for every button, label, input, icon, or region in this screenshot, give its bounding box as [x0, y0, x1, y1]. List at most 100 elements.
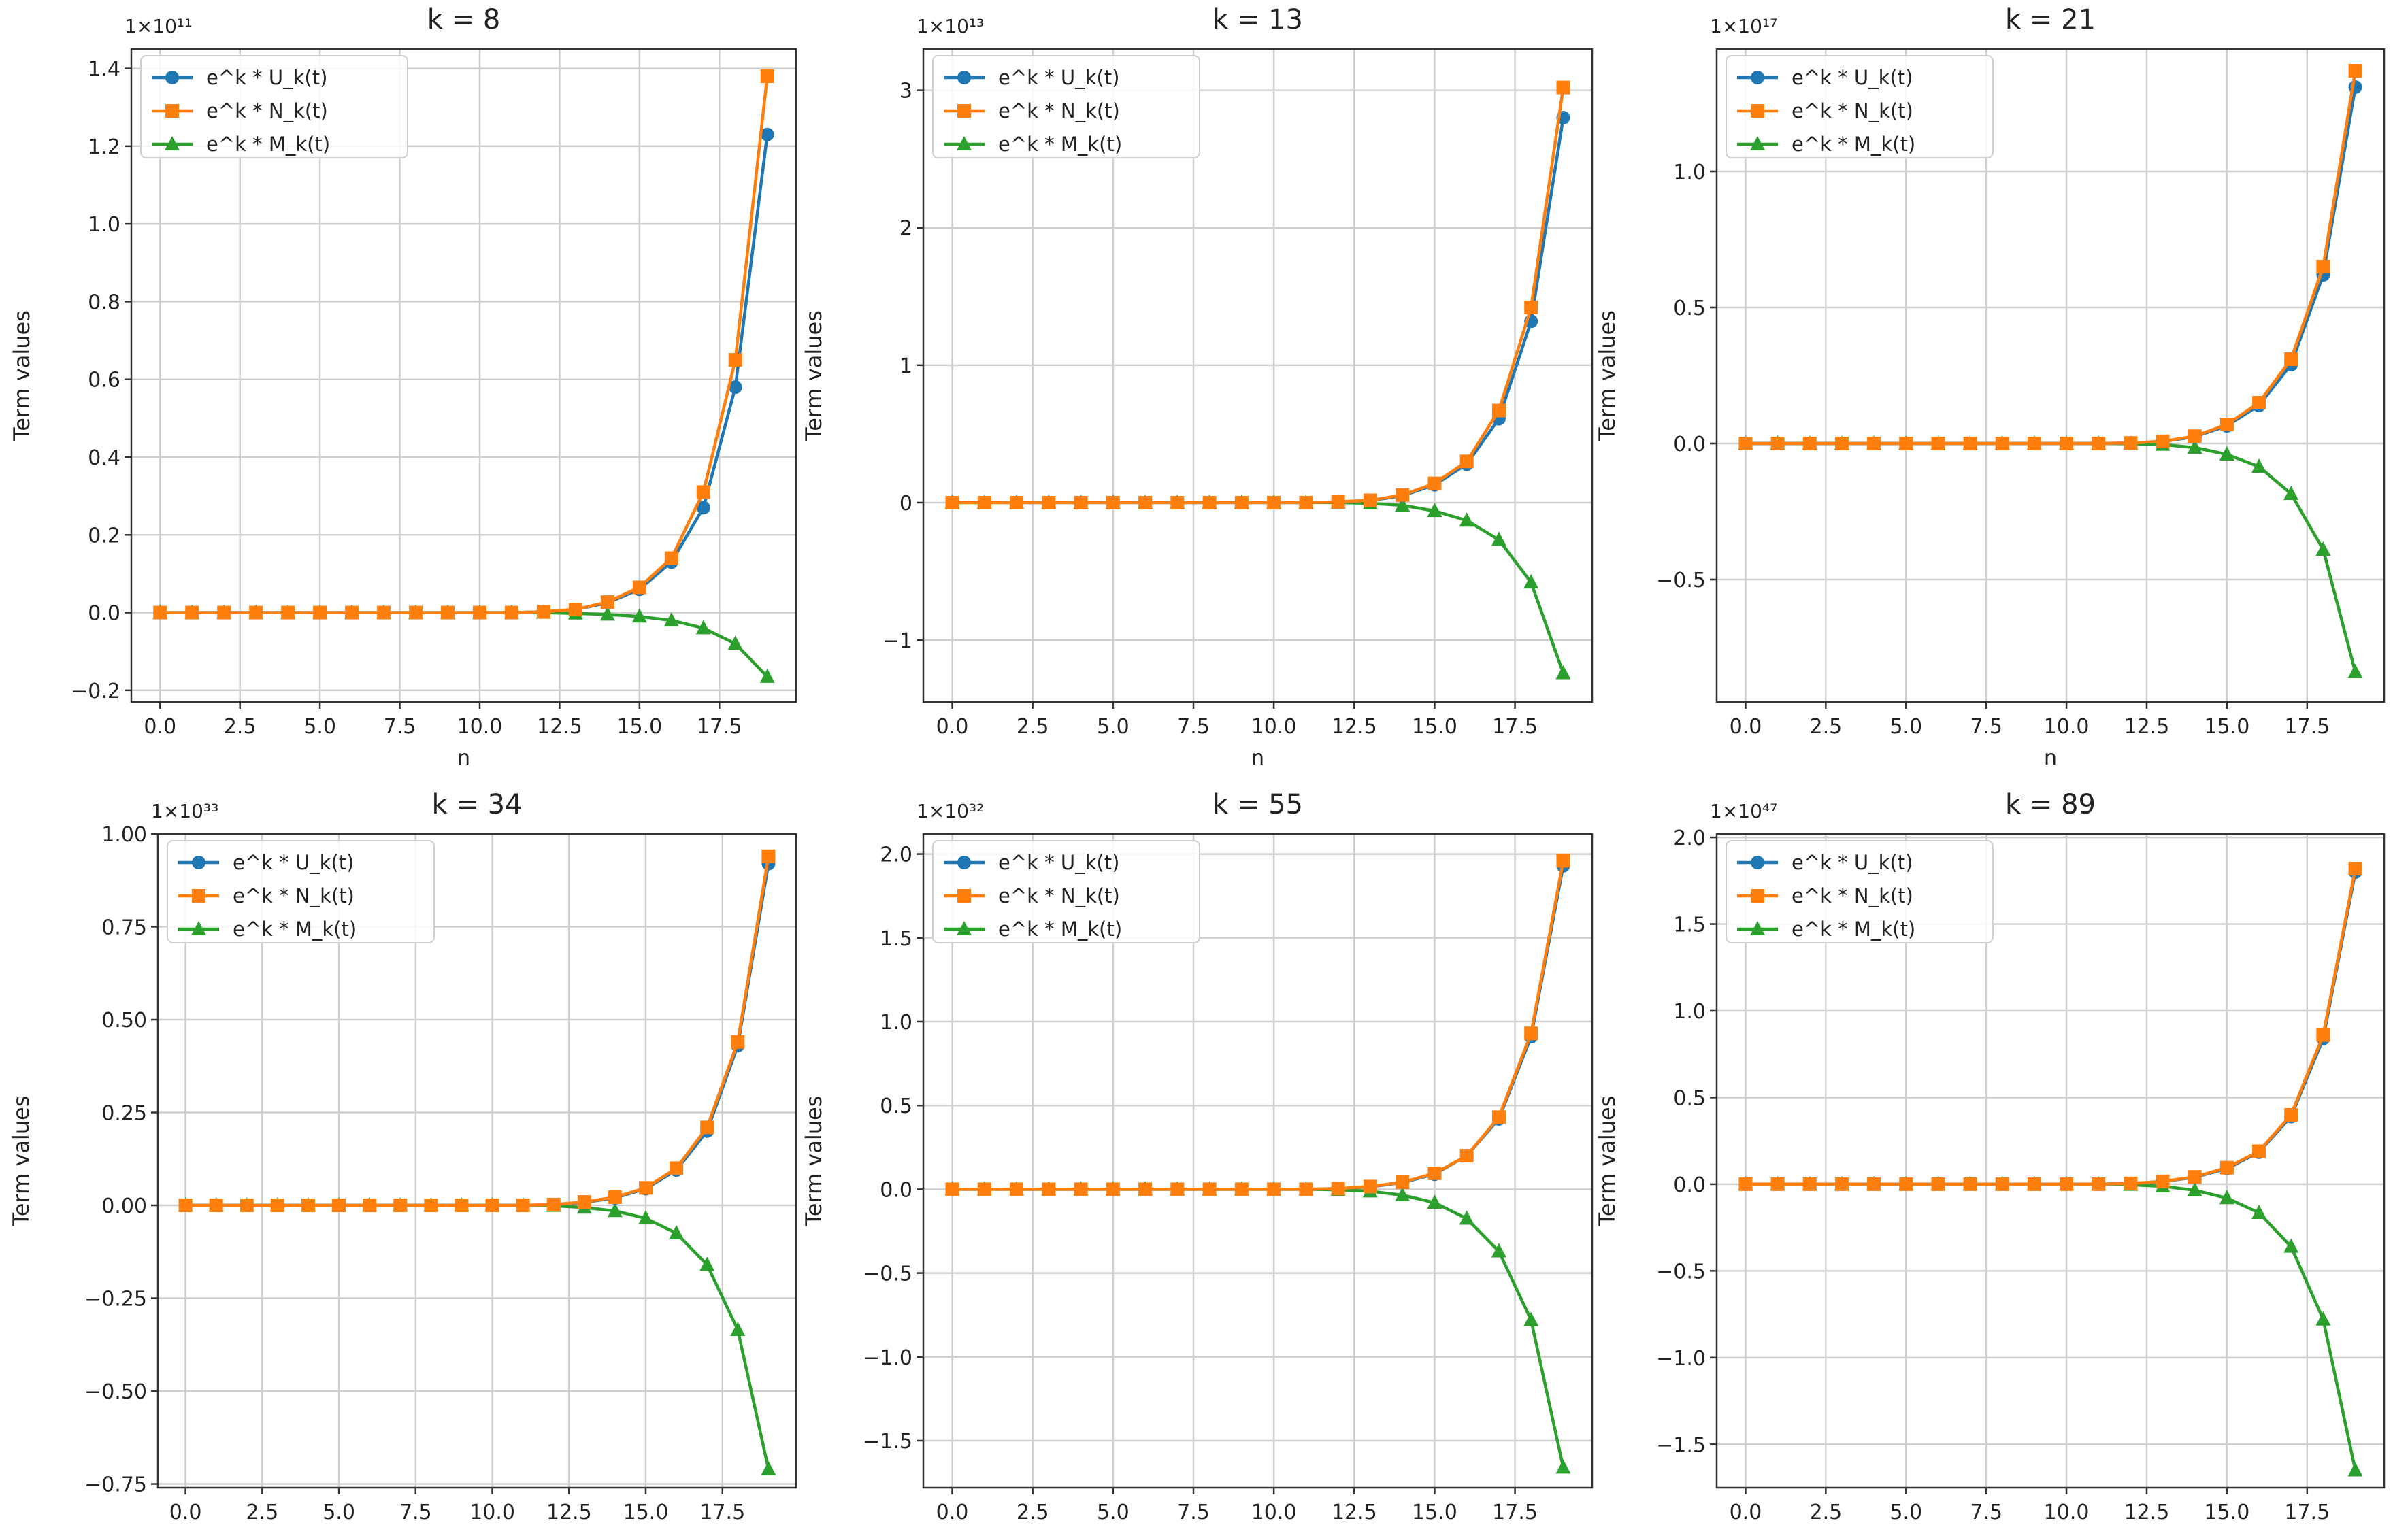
data-point-N	[281, 605, 295, 620]
data-point-N	[504, 605, 518, 620]
series-line-M	[952, 1188, 1565, 1468]
data-point-N	[1427, 476, 1442, 490]
x-tick-label: 2.5	[246, 1501, 278, 1524]
data-point-N	[664, 551, 678, 565]
chart-panel-3: 0.0 2.5 5.0 7.5 10.0 12.5 15.0 17.5 −0.75 −0.50 −0…	[8, 789, 797, 1524]
y-tick-label: 1.2	[88, 135, 120, 159]
legend-box	[932, 55, 1200, 158]
y-tick-label: 2	[900, 217, 912, 241]
data-point-M	[2219, 446, 2234, 461]
legend-label-U: e^k * U_k(t)	[1792, 851, 1913, 874]
x-tick-label: 17.5	[699, 1501, 745, 1524]
data-point-N	[516, 1199, 530, 1213]
y-tick-label: 0.4	[88, 446, 120, 470]
data-point-M	[631, 608, 647, 623]
data-point-N	[1867, 437, 1881, 450]
legend-marker-U	[1751, 71, 1764, 84]
x-tick-label: 10.0	[469, 1501, 515, 1524]
data-point-N	[945, 1182, 959, 1196]
data-point-M	[1459, 1210, 1474, 1225]
series-line-M	[1745, 441, 2357, 673]
data-point-M	[2219, 1190, 2234, 1205]
data-point-M	[669, 1224, 684, 1239]
data-point-N	[441, 605, 455, 620]
y-tick-label: 0.50	[101, 1009, 147, 1033]
x-axis-label: n	[2044, 746, 2057, 770]
data-point-N	[2348, 64, 2362, 78]
data-point-M	[2251, 1204, 2267, 1219]
y-tick-label: 0	[900, 492, 912, 516]
data-point-N	[2252, 1144, 2266, 1158]
data-point-N	[1556, 854, 1570, 868]
data-point-N	[1524, 300, 1538, 314]
y-tick-label: 1.0	[1673, 1000, 1706, 1024]
data-point-N	[1074, 495, 1088, 509]
legend-label-N: e^k * N_k(t)	[998, 99, 1120, 122]
y-tick-label: 0.00	[101, 1194, 147, 1218]
data-point-M	[638, 1210, 654, 1225]
data-point-M	[2315, 541, 2331, 556]
data-point-N	[1459, 454, 1474, 469]
data-point-N	[1234, 495, 1249, 509]
plot-frame	[1715, 48, 2386, 703]
y-tick-label: 2.0	[1673, 826, 1706, 850]
data-point-N	[1802, 1177, 1817, 1191]
data-point-N	[670, 1161, 684, 1175]
data-point-M	[2283, 1238, 2299, 1253]
data-point-M	[1427, 503, 1442, 518]
data-point-N	[153, 605, 167, 620]
data-point-N	[1556, 80, 1570, 95]
y-tick-label: −1.0	[863, 1346, 912, 1370]
data-point-N	[209, 1199, 223, 1213]
axis-multiplier: 1×10³³	[151, 800, 218, 822]
data-point-N	[977, 1182, 991, 1196]
legend-label-U: e^k * U_k(t)	[998, 66, 1119, 89]
x-tick-label: 15.0	[616, 715, 662, 739]
legend-box	[1726, 840, 1994, 943]
data-point-N	[249, 605, 263, 620]
data-point-N	[1770, 437, 1785, 450]
data-point-N	[377, 605, 391, 620]
data-point-N	[1106, 1182, 1120, 1196]
legend-marker-U	[165, 71, 179, 84]
legend-marker-U	[957, 856, 971, 869]
chart-title: k = 13	[1212, 4, 1303, 35]
data-point-N	[1170, 1182, 1185, 1196]
x-tick-label: 10.0	[457, 715, 503, 739]
data-point-M	[599, 606, 615, 621]
data-point-N	[1331, 495, 1345, 509]
data-point-M	[1555, 665, 1571, 680]
data-point-N	[1042, 495, 1056, 509]
y-tick-label: 1.5	[1673, 914, 1706, 937]
data-point-N	[455, 1199, 469, 1213]
axis-multiplier: 1×10⁴⁷	[1710, 800, 1777, 822]
data-point-M	[2187, 1182, 2202, 1196]
data-point-N	[1491, 1110, 1506, 1124]
data-point-N	[472, 605, 486, 620]
plot-frame	[922, 833, 1594, 1489]
x-tick-label: 0.0	[936, 715, 969, 739]
data-point-N	[1331, 1182, 1345, 1196]
data-point-N	[546, 1197, 561, 1211]
y-tick-label: 0.6	[88, 369, 120, 392]
legend-marker-U	[192, 856, 205, 869]
data-point-N	[1042, 1182, 1056, 1196]
data-point-N	[696, 485, 710, 499]
x-tick-label: 10.0	[1251, 1501, 1297, 1524]
data-point-M	[1555, 1459, 1571, 1474]
data-point-N	[2092, 437, 2106, 450]
legend-label-M: e^k * M_k(t)	[206, 133, 330, 156]
y-tick-label: 3	[900, 80, 912, 103]
data-point-N	[1834, 437, 1849, 450]
y-tick-label: −0.50	[84, 1380, 147, 1404]
data-point-N	[1963, 437, 1977, 450]
data-point-N	[1459, 1149, 1474, 1163]
y-tick-label: 0.2	[88, 524, 120, 548]
legend-marker-N	[957, 889, 971, 903]
data-point-M	[2347, 664, 2363, 678]
data-point-N	[2348, 861, 2362, 875]
data-point-N	[1524, 1026, 1538, 1041]
data-point-M	[1427, 1194, 1442, 1209]
data-point-N	[345, 605, 359, 620]
chart-title: k = 89	[2005, 789, 2096, 820]
